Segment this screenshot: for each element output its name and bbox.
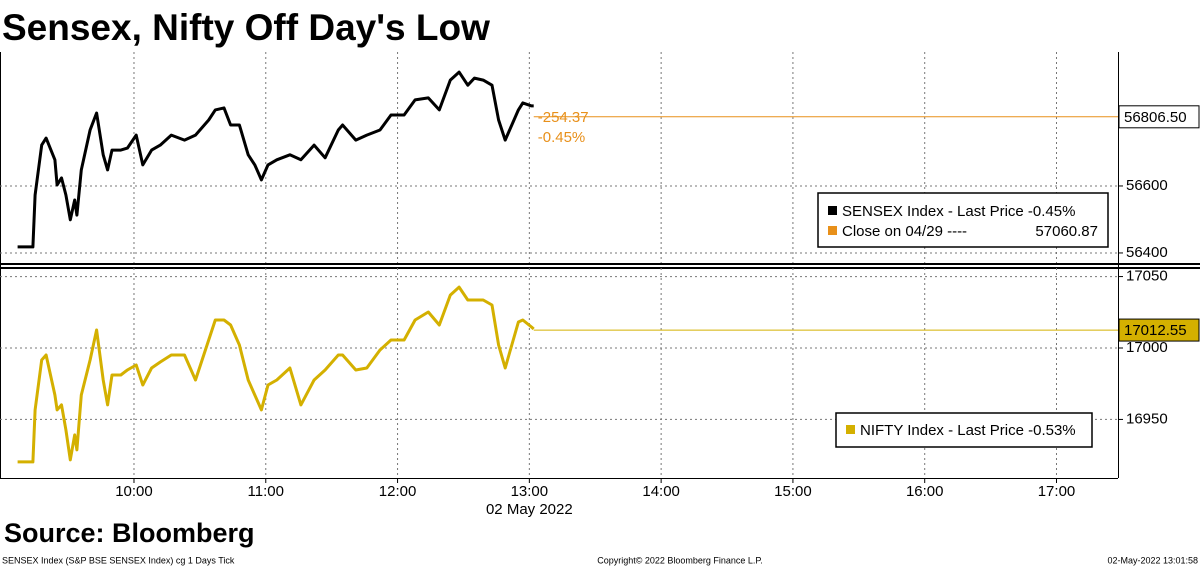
y-tick-label: 56600 xyxy=(1126,177,1168,194)
change-annotation: -0.45% xyxy=(538,129,586,146)
legend-box xyxy=(835,412,1093,448)
x-tick-label: 12:00 xyxy=(379,483,417,500)
y-tick-label: 17000 xyxy=(1126,339,1168,356)
price-line xyxy=(17,70,534,249)
y-tick-label: 56400 xyxy=(1126,244,1168,261)
legend-swatch xyxy=(828,226,837,235)
last-price-label: 56806.50 xyxy=(1124,109,1187,126)
x-tick-label: 11:00 xyxy=(248,483,284,500)
change-annotation: -254.37 xyxy=(538,109,589,126)
legend-swatch xyxy=(846,425,855,434)
x-tick-label: 10:00 xyxy=(115,483,153,500)
x-tick-label: 15:00 xyxy=(774,483,812,500)
legend-label: NIFTY Index - Last Price -0.53% xyxy=(860,422,1076,439)
footer-left: SENSEX Index (S&P BSE SENSEX Index) cg 1… xyxy=(2,555,235,565)
last-price-label: 17012.55 xyxy=(1124,322,1187,339)
legend-swatch xyxy=(828,206,837,215)
x-axis-label: 02 May 2022 xyxy=(486,501,573,518)
x-tick-label: 17:00 xyxy=(1038,483,1076,500)
price-line xyxy=(17,285,535,464)
page-title: Sensex, Nifty Off Day's Low xyxy=(2,7,490,48)
footer-right: 02-May-2022 13:01:58 xyxy=(1107,555,1198,565)
last-price-box xyxy=(1118,105,1200,129)
y-tick-label: 17050 xyxy=(1126,268,1168,285)
last-price-box xyxy=(1118,318,1200,342)
footer-center: Copyright© 2022 Bloomberg Finance L.P. xyxy=(597,555,763,565)
x-tick-label: 16:00 xyxy=(906,483,944,500)
legend-label: Close on 04/29 ---- xyxy=(842,223,967,240)
legend-box xyxy=(817,192,1109,248)
x-tick-label: 14:00 xyxy=(642,483,680,500)
x-tick-label: 13:00 xyxy=(511,483,549,500)
legend-value: 57060.87 xyxy=(1035,223,1098,240)
source: Source: Bloomberg xyxy=(4,518,255,548)
y-tick-label: 16950 xyxy=(1126,410,1168,427)
legend-label: SENSEX Index - Last Price -0.45% xyxy=(842,203,1075,220)
